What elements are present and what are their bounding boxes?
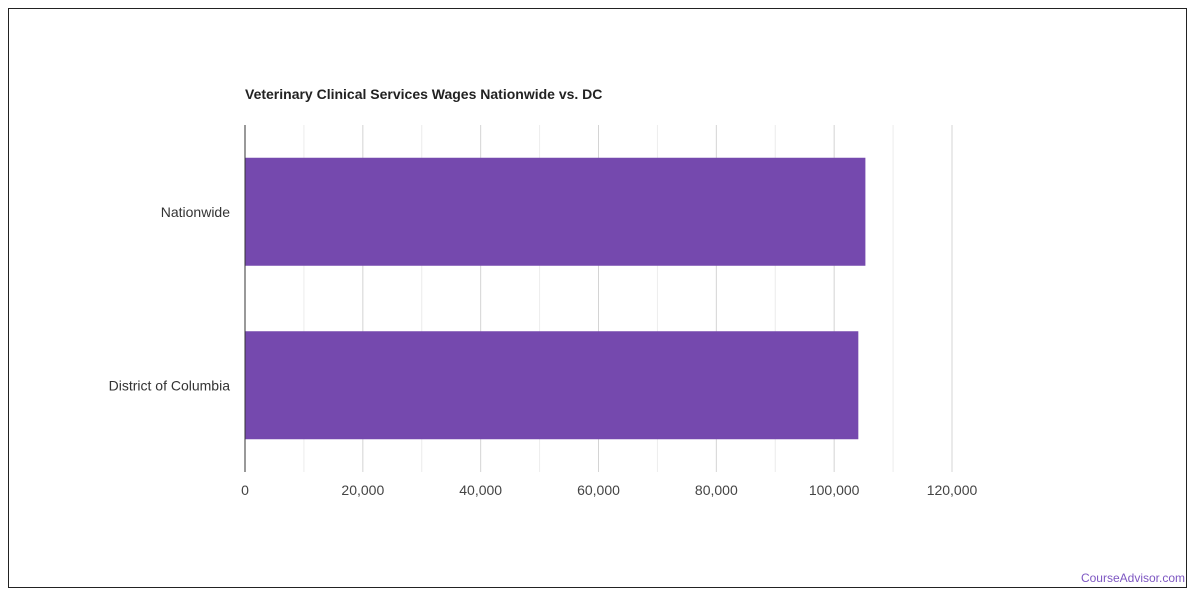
x-tick-label: 100,000 (809, 482, 860, 498)
watermark-link[interactable]: CourseAdvisor.com (1080, 571, 1185, 585)
x-tick-label: 40,000 (459, 482, 502, 498)
chart-frame (8, 8, 1187, 588)
bar-district-of-columbia (245, 331, 859, 440)
x-tick-labels: 0 20,000 40,000 60,000 80,000 100,000 120,000 (241, 482, 977, 498)
x-tick-label: 60,000 (577, 482, 620, 498)
bars (245, 157, 866, 440)
x-tick-label: 0 (241, 482, 249, 498)
category-label: Nationwide (161, 204, 230, 220)
chart-title: Veterinary Clinical Services Wages Natio… (245, 86, 602, 102)
category-labels: Nationwide District of Columbia (109, 204, 231, 394)
x-tick-label: 80,000 (695, 482, 738, 498)
x-tick-label: 20,000 (341, 482, 384, 498)
category-label: District of Columbia (109, 377, 231, 393)
bar-nationwide (245, 157, 866, 266)
x-tick-label: 120,000 (927, 482, 978, 498)
